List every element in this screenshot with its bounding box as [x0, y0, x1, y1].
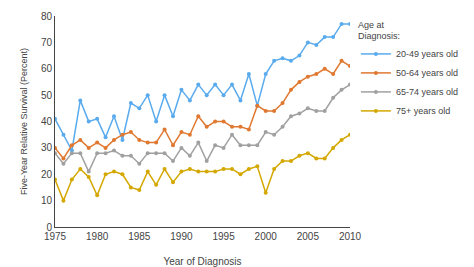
svg-text:1980: 1980	[86, 231, 109, 242]
svg-text:2005: 2005	[297, 231, 320, 242]
svg-text:1975: 1975	[44, 231, 67, 242]
svg-text:50-64 years old: 50-64 years old	[396, 68, 458, 78]
svg-text:2010: 2010	[339, 231, 362, 242]
svg-text:50: 50	[41, 90, 53, 101]
svg-text:20: 20	[41, 169, 53, 180]
svg-text:1985: 1985	[128, 231, 151, 242]
svg-text:30: 30	[41, 142, 53, 153]
svg-text:40: 40	[41, 116, 53, 127]
svg-text:0: 0	[46, 222, 52, 233]
svg-text:10: 10	[41, 195, 53, 206]
svg-text:Year of Diagnosis: Year of Diagnosis	[163, 256, 241, 267]
svg-text:1995: 1995	[212, 231, 235, 242]
svg-text:1990: 1990	[170, 231, 193, 242]
svg-text:2000: 2000	[255, 231, 278, 242]
svg-text:60: 60	[41, 63, 53, 74]
svg-text:Age atDiagnosis:: Age atDiagnosis:	[358, 20, 400, 42]
svg-text:20-49 years old: 20-49 years old	[396, 49, 458, 59]
svg-text:65-74 years old: 65-74 years old	[396, 87, 458, 97]
svg-text:80: 80	[41, 11, 53, 22]
svg-text:Five-Year Relative Survival (P: Five-Year Relative Survival (Percent)	[19, 48, 29, 195]
svg-text:75+ years old: 75+ years old	[396, 106, 450, 116]
svg-text:70: 70	[41, 37, 53, 48]
